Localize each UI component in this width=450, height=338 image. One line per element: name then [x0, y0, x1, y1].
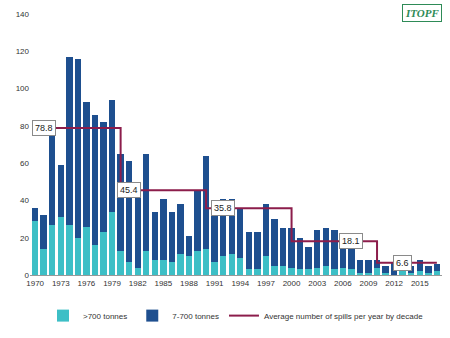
svg-text:60: 60 — [20, 159, 29, 168]
svg-text:1997: 1997 — [257, 279, 275, 288]
svg-text:140: 140 — [16, 10, 30, 19]
svg-text:18.1: 18.1 — [342, 236, 360, 246]
svg-text:2003: 2003 — [308, 279, 326, 288]
svg-text:2009: 2009 — [360, 279, 378, 288]
svg-text:1979: 1979 — [103, 279, 121, 288]
svg-text:80: 80 — [20, 122, 29, 131]
svg-text:120: 120 — [16, 47, 30, 56]
svg-text:0: 0 — [25, 271, 30, 280]
svg-text:35.8: 35.8 — [214, 203, 232, 213]
svg-text:1976: 1976 — [78, 279, 96, 288]
svg-text:40: 40 — [20, 196, 29, 205]
svg-text:20: 20 — [20, 234, 29, 243]
svg-text:1994: 1994 — [231, 279, 249, 288]
svg-text:ITOPF: ITOPF — [405, 7, 439, 19]
svg-text:2012: 2012 — [385, 279, 403, 288]
svg-text:Average number of spills per y: Average number of spills per year by dec… — [264, 312, 423, 321]
svg-text:1970: 1970 — [26, 279, 44, 288]
svg-text:1982: 1982 — [129, 279, 147, 288]
svg-text:45.4: 45.4 — [120, 185, 138, 195]
svg-text:2000: 2000 — [283, 279, 301, 288]
svg-text:78.8: 78.8 — [35, 123, 53, 133]
svg-text:1991: 1991 — [206, 279, 224, 288]
svg-text:1985: 1985 — [154, 279, 172, 288]
svg-text:>700 tonnes: >700 tonnes — [83, 312, 127, 321]
svg-text:7-700 tonnes: 7-700 tonnes — [172, 312, 219, 321]
svg-text:2006: 2006 — [334, 279, 352, 288]
svg-text:1973: 1973 — [52, 279, 70, 288]
svg-text:1988: 1988 — [180, 279, 198, 288]
svg-text:100: 100 — [16, 84, 30, 93]
svg-text:6.6: 6.6 — [396, 258, 409, 268]
svg-text:2015: 2015 — [411, 279, 429, 288]
